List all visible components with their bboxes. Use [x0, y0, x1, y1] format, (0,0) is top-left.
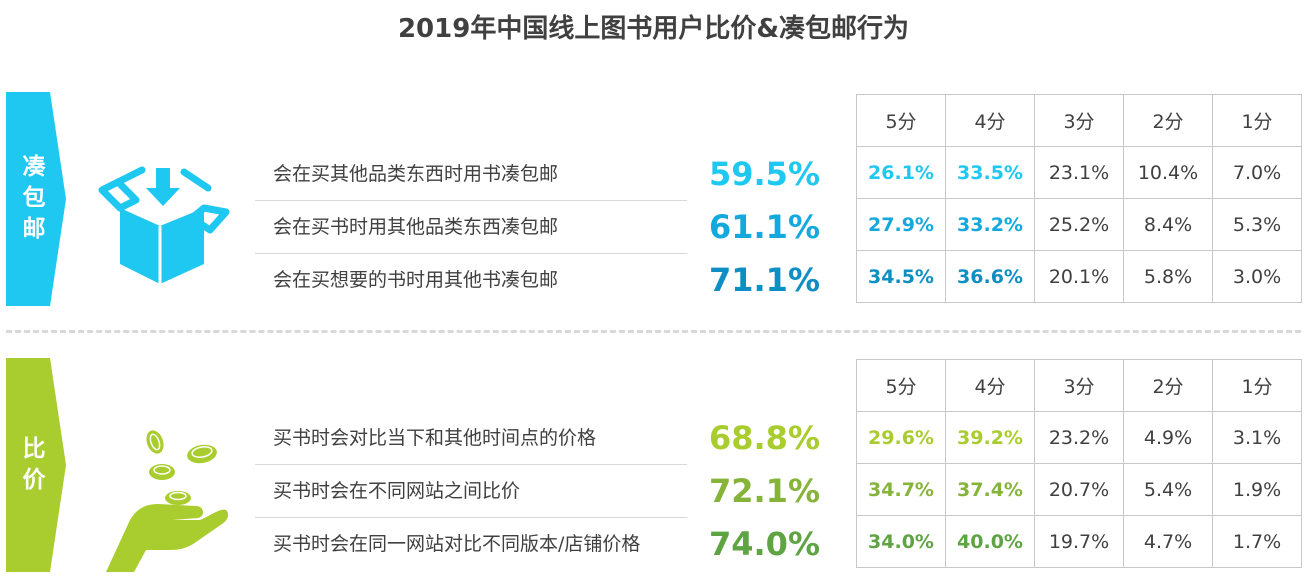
- column-header: 2分: [1123, 94, 1213, 147]
- table-row: 买书时会在不同网站之间比价: [255, 465, 687, 518]
- score-cell: 23.1%: [1034, 146, 1124, 199]
- total-percentage: 71.1%: [708, 261, 820, 299]
- section-label-char: 凑: [22, 154, 46, 180]
- score-cell: 34.5%: [856, 250, 946, 303]
- section-label-free-shipping: 凑 包 邮: [14, 152, 54, 245]
- score-cell: 20.1%: [1034, 250, 1124, 303]
- total-percentage: 68.8%: [708, 419, 820, 457]
- table-row: 买书时会在同一网站对比不同版本/店铺价格: [255, 518, 687, 570]
- total-percentage: 59.5%: [708, 155, 820, 193]
- row-label: 会在买想要的书时用其他书凑包邮: [273, 269, 559, 291]
- column-header: 4分: [945, 359, 1035, 412]
- score-cell: 8.4%: [1123, 198, 1213, 251]
- score-header-row: 5分 4分 3分 2分 1分: [856, 359, 1302, 412]
- score-table-free-shipping: 5分 4分 3分 2分 1分 26.1% 33.5% 23.1% 10.4% 7…: [856, 94, 1302, 303]
- score-cell: 5.4%: [1123, 463, 1213, 516]
- column-header: 5分: [856, 94, 946, 147]
- score-row: 29.6% 39.2% 23.2% 4.9% 3.1%: [856, 411, 1302, 464]
- score-cell: 37.4%: [945, 463, 1035, 516]
- open-box-icon: [96, 160, 232, 292]
- score-cell: 3.0%: [1212, 250, 1302, 303]
- row-label: 买书时会对比当下和其他时间点的价格: [273, 427, 597, 449]
- score-cell: 7.0%: [1212, 146, 1302, 199]
- score-cell: 25.2%: [1034, 198, 1124, 251]
- score-header-row: 5分 4分 3分 2分 1分: [856, 94, 1302, 147]
- score-row: 27.9% 33.2% 25.2% 8.4% 5.3%: [856, 198, 1302, 251]
- score-row: 34.5% 36.6% 20.1% 5.8% 3.0%: [856, 250, 1302, 303]
- row-label: 买书时会在同一网站对比不同版本/店铺价格: [273, 533, 641, 555]
- table-row: 买书时会对比当下和其他时间点的价格: [255, 412, 687, 465]
- column-header: 4分: [945, 94, 1035, 147]
- score-cell: 34.7%: [856, 463, 946, 516]
- section-label-char: 比: [22, 436, 46, 462]
- arrow-shape: [6, 358, 66, 572]
- table-row: 会在买想要的书时用其他书凑包邮: [255, 254, 687, 306]
- section-arrow-price-compare: 比 价: [6, 358, 68, 572]
- arrow-shape: [6, 92, 66, 306]
- score-cell: 4.7%: [1123, 515, 1213, 568]
- page-title: 2019年中国线上图书用户比价&凑包邮行为: [397, 14, 910, 44]
- score-cell: 33.5%: [945, 146, 1035, 199]
- score-row: 26.1% 33.5% 23.1% 10.4% 7.0%: [856, 146, 1302, 199]
- row-label: 买书时会在不同网站之间比价: [273, 480, 521, 502]
- score-cell: 1.7%: [1212, 515, 1302, 568]
- total-percentage: 61.1%: [708, 208, 820, 246]
- section-label-char: 包: [22, 185, 46, 211]
- section-label-char: 价: [22, 467, 46, 493]
- score-cell: 19.7%: [1034, 515, 1124, 568]
- row-label: 会在买其他品类东西时用书凑包邮: [273, 163, 559, 185]
- score-table-price-compare: 5分 4分 3分 2分 1分 29.6% 39.2% 23.2% 4.9% 3.…: [856, 359, 1302, 568]
- row-label: 会在买书时用其他品类东西凑包邮: [273, 216, 559, 238]
- column-header: 3分: [1034, 94, 1124, 147]
- column-header: 3分: [1034, 359, 1124, 412]
- score-cell: 34.0%: [856, 515, 946, 568]
- section-arrow-free-shipping: 凑 包 邮: [6, 92, 68, 306]
- section-label-char: 邮: [22, 216, 46, 242]
- score-cell: 36.6%: [945, 250, 1035, 303]
- score-cell: 4.9%: [1123, 411, 1213, 464]
- section-divider: [6, 330, 1301, 333]
- score-cell: 23.2%: [1034, 411, 1124, 464]
- total-percentage: 72.1%: [708, 472, 820, 510]
- score-cell: 26.1%: [856, 146, 946, 199]
- score-cell: 5.3%: [1212, 198, 1302, 251]
- score-row: 34.7% 37.4% 20.7% 5.4% 1.9%: [856, 463, 1302, 516]
- table-row: 会在买其他品类东西时用书凑包邮: [255, 148, 687, 201]
- section-label-price-compare: 比 价: [14, 434, 54, 496]
- score-cell: 5.8%: [1123, 250, 1213, 303]
- score-cell: 33.2%: [945, 198, 1035, 251]
- score-cell: 40.0%: [945, 515, 1035, 568]
- score-cell: 1.9%: [1212, 463, 1302, 516]
- score-cell: 27.9%: [856, 198, 946, 251]
- score-cell: 3.1%: [1212, 411, 1302, 464]
- column-header: 2分: [1123, 359, 1213, 412]
- table-row: 会在买书时用其他品类东西凑包邮: [255, 201, 687, 254]
- column-header: 1分: [1212, 94, 1302, 147]
- hand-coins-icon: [100, 424, 230, 578]
- score-row: 34.0% 40.0% 19.7% 4.7% 1.7%: [856, 515, 1302, 568]
- total-percentage: 74.0%: [708, 525, 820, 563]
- score-cell: 29.6%: [856, 411, 946, 464]
- column-header: 5分: [856, 359, 946, 412]
- score-cell: 39.2%: [945, 411, 1035, 464]
- score-cell: 10.4%: [1123, 146, 1213, 199]
- score-cell: 20.7%: [1034, 463, 1124, 516]
- column-header: 1分: [1212, 359, 1302, 412]
